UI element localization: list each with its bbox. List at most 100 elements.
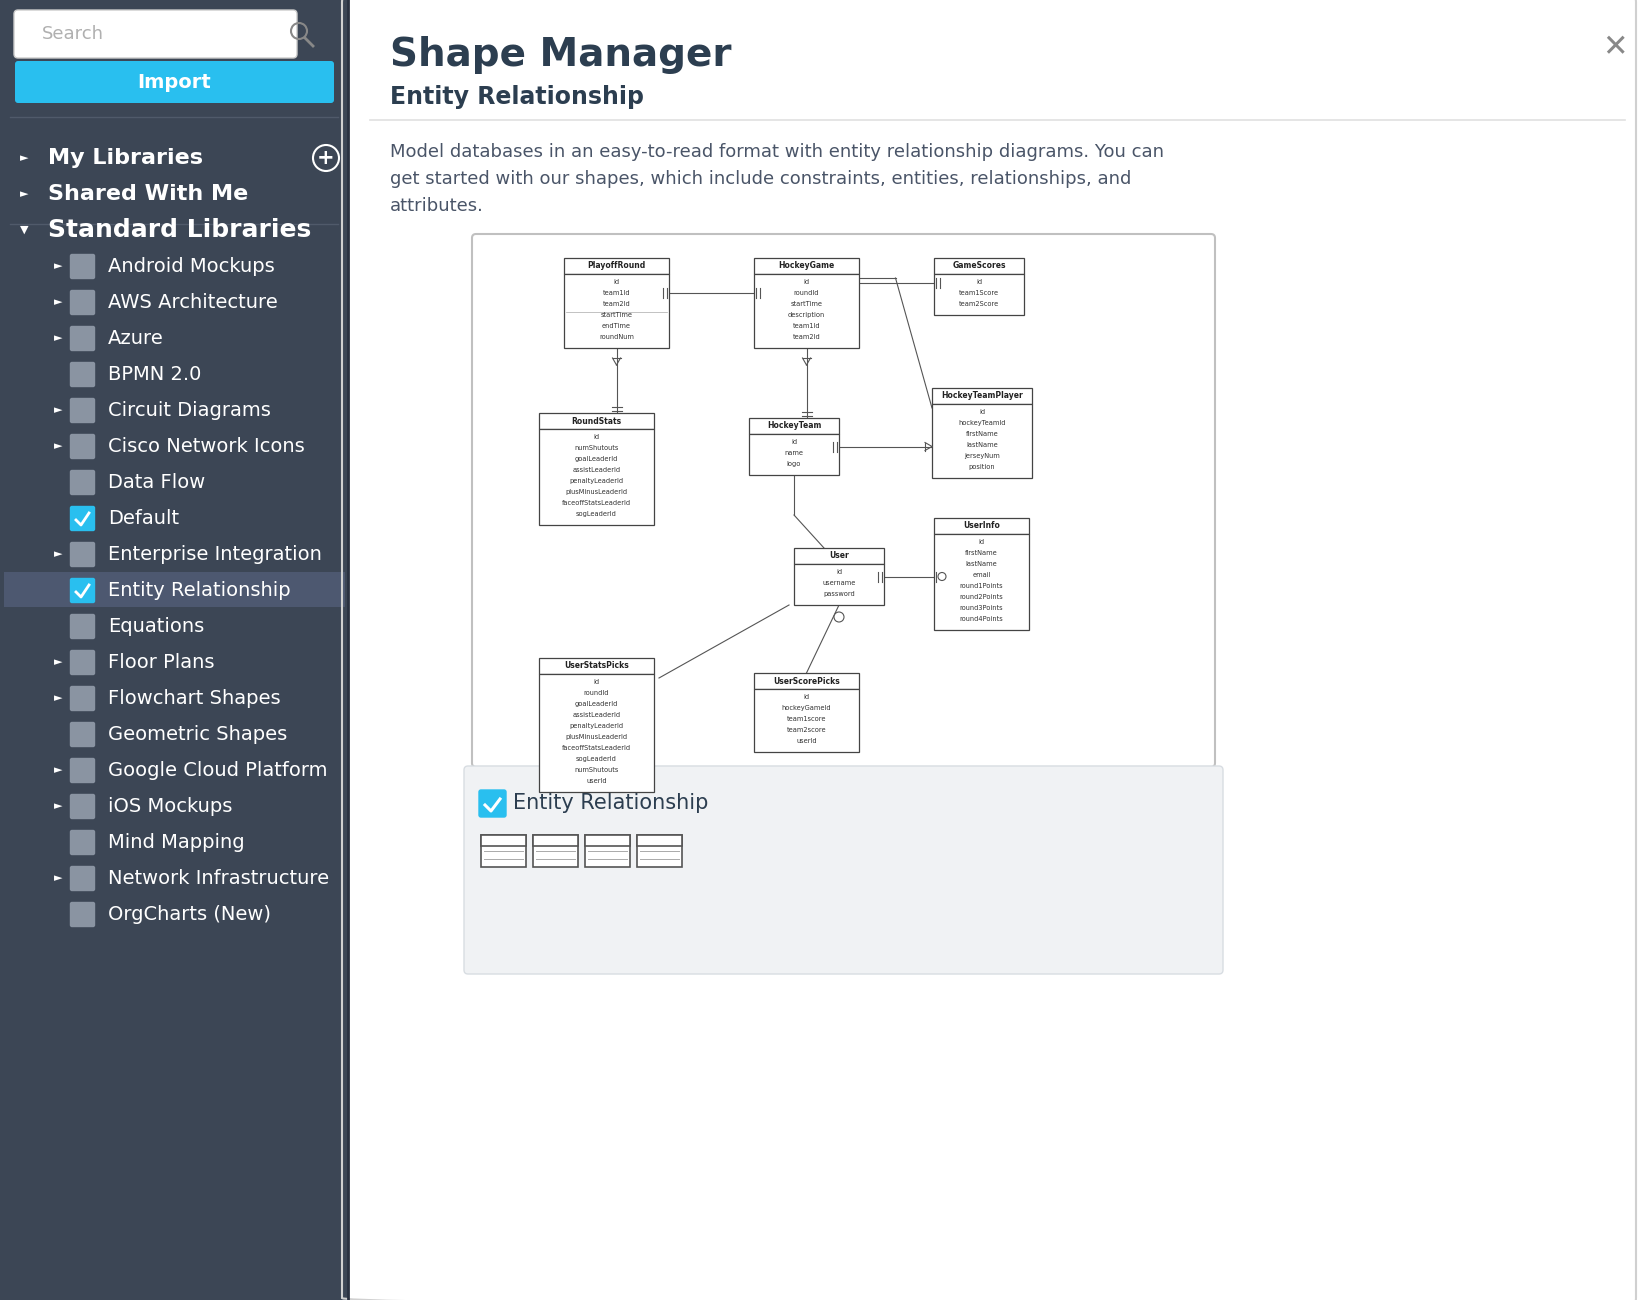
Text: ►: ► xyxy=(54,406,62,415)
FancyBboxPatch shape xyxy=(70,507,95,530)
Text: Equations: Equations xyxy=(108,616,205,636)
FancyBboxPatch shape xyxy=(70,902,95,927)
Text: UserScorePicks: UserScorePicks xyxy=(773,676,840,685)
Text: get started with our shapes, which include constraints, entities, relationships,: get started with our shapes, which inclu… xyxy=(390,170,1132,188)
FancyBboxPatch shape xyxy=(794,564,885,605)
FancyBboxPatch shape xyxy=(539,658,654,673)
FancyBboxPatch shape xyxy=(70,867,95,890)
Text: id: id xyxy=(980,410,984,415)
Text: attributes.: attributes. xyxy=(390,198,483,214)
Text: ►: ► xyxy=(54,296,62,307)
Text: Data Flow: Data Flow xyxy=(108,472,205,491)
Text: id: id xyxy=(976,280,983,285)
FancyBboxPatch shape xyxy=(70,831,95,854)
Text: id: id xyxy=(835,569,842,575)
Text: Cisco Network Icons: Cisco Network Icons xyxy=(108,437,305,455)
FancyBboxPatch shape xyxy=(478,790,506,816)
Text: numShutouts: numShutouts xyxy=(575,445,619,451)
Text: password: password xyxy=(824,592,855,597)
Text: team1Score: team1Score xyxy=(958,290,999,296)
Text: firstName: firstName xyxy=(966,432,999,437)
Text: jerseyNum: jerseyNum xyxy=(965,452,999,459)
FancyBboxPatch shape xyxy=(585,835,631,867)
FancyBboxPatch shape xyxy=(749,434,839,474)
Text: ►: ► xyxy=(54,549,62,559)
Text: Floor Plans: Floor Plans xyxy=(108,653,215,672)
Text: team2Id: team2Id xyxy=(603,302,631,307)
Text: id: id xyxy=(614,280,619,285)
FancyBboxPatch shape xyxy=(472,234,1215,767)
Text: userId: userId xyxy=(796,738,817,744)
Text: +: + xyxy=(318,148,334,168)
Text: team1Id: team1Id xyxy=(793,322,821,329)
FancyBboxPatch shape xyxy=(563,274,668,348)
Text: Network Infrastructure: Network Infrastructure xyxy=(108,868,329,888)
Text: roundId: roundId xyxy=(583,690,609,696)
Text: Entity Relationship: Entity Relationship xyxy=(513,793,708,812)
Text: Azure: Azure xyxy=(108,329,164,347)
Text: userId: userId xyxy=(586,777,606,784)
FancyBboxPatch shape xyxy=(70,615,95,638)
Text: round3Points: round3Points xyxy=(960,604,1004,611)
Text: plusMinusLeaderId: plusMinusLeaderId xyxy=(565,489,627,495)
FancyBboxPatch shape xyxy=(794,549,885,564)
FancyBboxPatch shape xyxy=(539,413,654,429)
Text: Enterprise Integration: Enterprise Integration xyxy=(108,545,323,563)
Text: ►: ► xyxy=(54,441,62,451)
Text: username: username xyxy=(822,580,855,586)
FancyBboxPatch shape xyxy=(0,0,347,1300)
Text: id: id xyxy=(593,679,600,685)
Text: Model databases in an easy-to-read format with entity relationship diagrams. You: Model databases in an easy-to-read forma… xyxy=(390,143,1165,161)
Text: Entity Relationship: Entity Relationship xyxy=(108,581,290,599)
FancyBboxPatch shape xyxy=(70,290,95,315)
FancyBboxPatch shape xyxy=(932,404,1032,478)
FancyBboxPatch shape xyxy=(482,835,526,867)
FancyBboxPatch shape xyxy=(70,686,95,711)
Text: assistLeaderId: assistLeaderId xyxy=(572,712,621,718)
Text: description: description xyxy=(788,312,826,318)
FancyBboxPatch shape xyxy=(70,650,95,675)
FancyBboxPatch shape xyxy=(932,387,1032,404)
Circle shape xyxy=(939,572,947,581)
Text: HockeyTeamPlayer: HockeyTeamPlayer xyxy=(942,391,1022,400)
FancyBboxPatch shape xyxy=(753,673,858,689)
FancyBboxPatch shape xyxy=(585,835,631,846)
Text: hockeyGameId: hockeyGameId xyxy=(781,705,832,711)
Text: ►: ► xyxy=(54,656,62,667)
Text: ►: ► xyxy=(54,801,62,811)
Text: sogLeaderId: sogLeaderId xyxy=(577,757,618,762)
Text: ►: ► xyxy=(54,693,62,703)
FancyBboxPatch shape xyxy=(70,471,95,494)
FancyBboxPatch shape xyxy=(347,0,1638,1300)
Text: faceoffStatsLeaderId: faceoffStatsLeaderId xyxy=(562,500,631,506)
Text: firstName: firstName xyxy=(965,550,998,556)
FancyBboxPatch shape xyxy=(539,429,654,525)
FancyBboxPatch shape xyxy=(70,758,95,783)
Text: Geometric Shapes: Geometric Shapes xyxy=(108,724,287,744)
Text: position: position xyxy=(968,464,996,471)
Text: endTime: endTime xyxy=(603,322,631,329)
Text: Standard Libraries: Standard Libraries xyxy=(48,218,311,242)
FancyBboxPatch shape xyxy=(532,835,578,867)
FancyBboxPatch shape xyxy=(934,257,1024,274)
Text: team2Id: team2Id xyxy=(793,334,821,341)
Text: team1score: team1score xyxy=(786,716,826,722)
Text: OrgCharts (New): OrgCharts (New) xyxy=(108,905,270,923)
FancyBboxPatch shape xyxy=(70,578,95,602)
Text: team2score: team2score xyxy=(786,727,826,733)
FancyBboxPatch shape xyxy=(70,723,95,746)
FancyBboxPatch shape xyxy=(637,835,681,846)
FancyBboxPatch shape xyxy=(753,274,858,348)
Circle shape xyxy=(834,612,844,621)
Text: PlayoffRound: PlayoffRound xyxy=(588,261,645,270)
Text: Android Mockups: Android Mockups xyxy=(108,256,275,276)
Text: GameScores: GameScores xyxy=(952,261,1006,270)
Text: Mind Mapping: Mind Mapping xyxy=(108,832,244,852)
Text: round2Points: round2Points xyxy=(960,594,1004,601)
Text: lastName: lastName xyxy=(966,442,998,448)
Text: UserStatsPicks: UserStatsPicks xyxy=(563,662,629,671)
Text: roundNum: roundNum xyxy=(600,334,634,341)
Text: Shape Manager: Shape Manager xyxy=(390,36,732,74)
FancyBboxPatch shape xyxy=(15,61,334,103)
Text: Import: Import xyxy=(138,73,211,91)
